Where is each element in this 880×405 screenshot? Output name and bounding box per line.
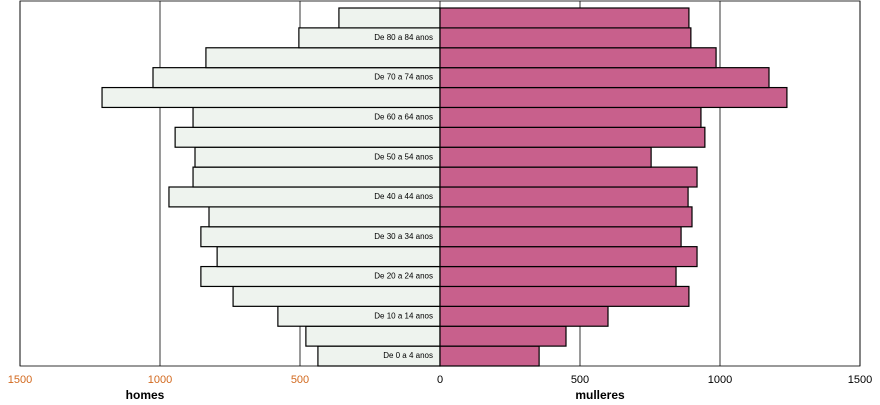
- bar: [192, 166, 441, 188]
- bar: [338, 7, 441, 29]
- bar: [439, 325, 567, 347]
- bar: [101, 86, 441, 109]
- bar: [439, 86, 788, 109]
- bar: [232, 285, 441, 307]
- bar: [174, 126, 441, 148]
- bar: [439, 67, 770, 89]
- bar: [305, 325, 441, 347]
- bar: [439, 126, 706, 148]
- bar: [205, 47, 441, 69]
- category-label: De 20 a 24 anos: [374, 272, 433, 281]
- x-tick-label: 1000: [148, 374, 172, 386]
- bar: [208, 206, 441, 228]
- bar: [439, 27, 692, 49]
- bar: [439, 265, 677, 288]
- bar: [439, 345, 540, 367]
- x-tick-label: 1000: [708, 374, 732, 386]
- category-label: De 70 a 74 anos: [374, 73, 433, 82]
- bar: [439, 47, 717, 69]
- category-label: De 40 a 44 anos: [374, 192, 433, 201]
- axis-label: mulleres: [575, 388, 625, 402]
- bar: [439, 166, 698, 188]
- bar: [439, 285, 690, 307]
- bar: [439, 186, 689, 208]
- category-label: De 50 a 54 anos: [374, 152, 433, 161]
- bar: [439, 305, 609, 327]
- category-label: De 80 a 84 anos: [374, 33, 433, 42]
- bar: [439, 106, 702, 128]
- category-label: De 10 a 14 anos: [374, 311, 433, 320]
- x-tick-label: 1500: [848, 374, 872, 386]
- bar: [439, 226, 682, 248]
- bar: [439, 246, 698, 268]
- bar: [439, 146, 652, 168]
- x-tick-label: 1500: [8, 374, 32, 386]
- axis-label: homes: [126, 388, 165, 402]
- bar: [439, 7, 690, 29]
- x-tick-label: 0: [437, 374, 443, 386]
- category-label: De 30 a 34 anos: [374, 232, 433, 241]
- bar: [216, 246, 441, 268]
- bar: [439, 206, 693, 228]
- x-tick-label: 500: [291, 374, 309, 386]
- category-label: De 60 a 64 anos: [374, 112, 433, 121]
- x-tick-label: 500: [571, 374, 589, 386]
- category-label: De 0 a 4 anos: [383, 351, 433, 360]
